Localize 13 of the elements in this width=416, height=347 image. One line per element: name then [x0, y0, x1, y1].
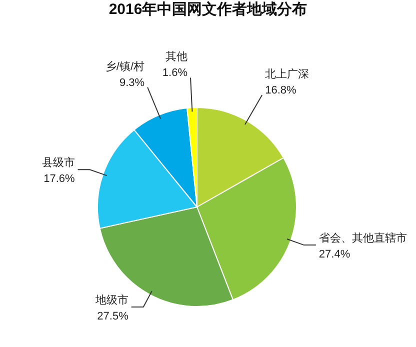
chart-title: 2016年中国网文作者地域分布: [108, 0, 308, 20]
slice-label: 其他: [166, 50, 188, 64]
data-label: 27.5%: [97, 310, 129, 323]
slice-label: 省会、其他直辖市: [318, 232, 407, 245]
data-label: 16.8%: [265, 84, 297, 97]
data-label: 9.3%: [119, 76, 145, 89]
slice-label: 乡/镇/村: [105, 60, 145, 73]
slice-label: 地级市: [94, 294, 128, 307]
data-label: 17.6%: [44, 173, 76, 186]
data-label: 27.4%: [318, 248, 350, 261]
slice-label: 县级市: [42, 156, 75, 170]
data-label: 1.6%: [162, 67, 188, 80]
slice-label: 北上广深: [265, 68, 310, 81]
